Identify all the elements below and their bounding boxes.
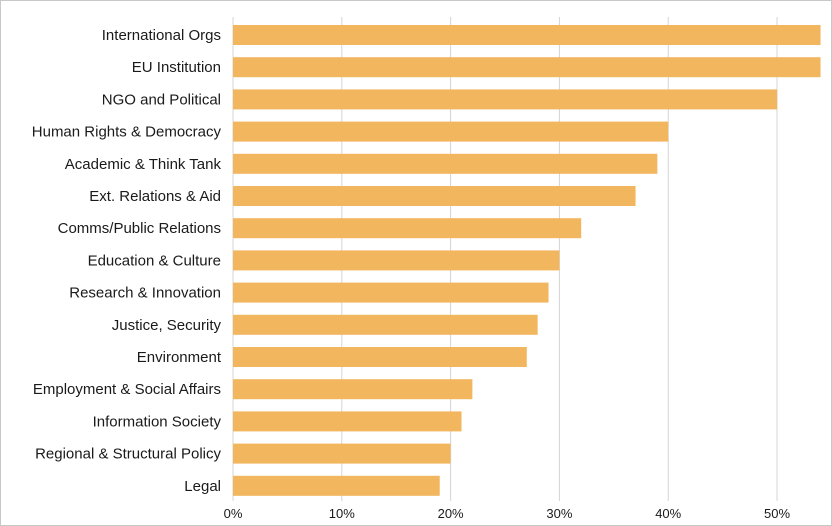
x-axis-tick-labels: 0% 10% 20% 30% 40% 50% [224,506,791,521]
category-label: EU Institution [132,59,221,76]
x-tick-label: 30% [546,506,572,521]
bar-academic-think-tank [233,153,658,174]
category-label: Education & Culture [88,252,221,269]
bar-environment [233,347,527,367]
category-label: Research & Innovation [69,285,221,302]
category-label: Comms/Public Relations [58,220,221,237]
category-label: Regional & Structural Policy [35,446,221,463]
bar-education-culture [233,250,560,271]
category-label: Environment [137,349,222,366]
category-label: Ext. Relations & Aid [89,188,221,205]
bar-research-innovation [233,282,549,303]
bar-legal [233,475,440,496]
category-label: Justice, Security [112,317,222,334]
category-label: Academic & Think Tank [65,156,222,173]
bar-comms-public-relations [233,218,582,239]
category-label: International Orgs [102,27,221,44]
x-tick-label: 10% [329,506,355,521]
x-tick-label: 20% [438,506,464,521]
bar-eu-institution [233,57,821,78]
bar-ngo-and-political [233,89,778,110]
bar-justice-security [233,314,538,335]
x-tick-label: 40% [655,506,681,521]
bar-ext-relations-aid [233,186,636,206]
bar-human-rights-democracy [233,121,669,142]
category-label: Information Society [93,413,222,430]
category-label: NGO and Political [102,91,221,108]
x-tick-label: 50% [764,506,790,521]
category-label: Employment & Social Affairs [33,381,221,398]
bars [233,25,821,496]
bar-employment-social-affairs [233,379,473,400]
bar-international-orgs [233,25,821,45]
category-label: Human Rights & Democracy [32,124,222,141]
category-label: Legal [184,478,221,495]
bar-information-society [233,411,462,432]
bar-regional-structural-policy [233,443,451,464]
x-tick-label: 0% [224,506,243,521]
category-labels: International Orgs EU Institution NGO and … [32,27,222,495]
